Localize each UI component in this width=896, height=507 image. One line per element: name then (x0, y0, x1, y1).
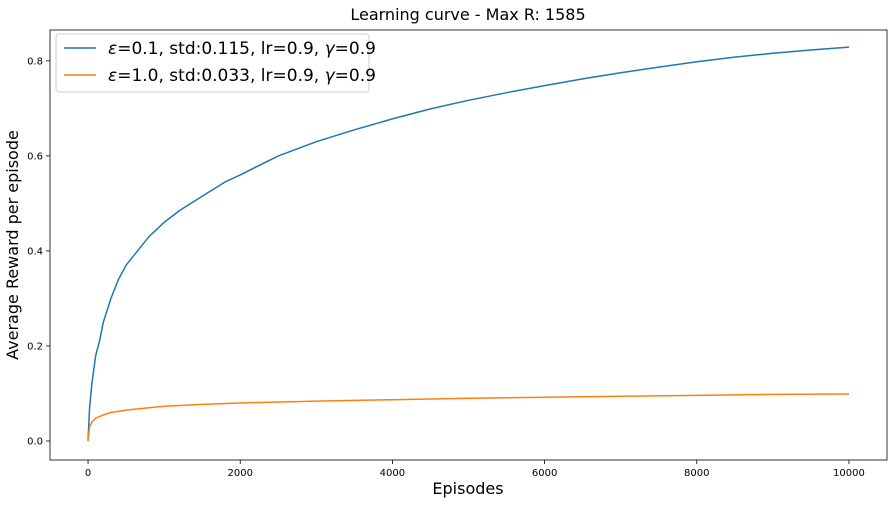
legend-label-part: ε (108, 39, 117, 59)
y-axis-label: Average Reward per episode (3, 130, 22, 360)
x-axis-label: Episodes (432, 479, 503, 498)
legend-label-part: =0.1, std:0.115, lr=0.9, (117, 39, 324, 59)
legend-box (55, 33, 370, 93)
legend-label-part: γ (325, 39, 336, 59)
y-tick-label: 0.8 (27, 56, 43, 67)
series-line-1 (87, 46, 850, 442)
y-tick-label: 0.6 (27, 151, 43, 162)
series-line-2 (87, 393, 850, 442)
series-group (87, 46, 850, 442)
y-axis: 0.0 0.2 0.4 0.6 0.8 (27, 56, 50, 447)
x-tick-label: 4000 (380, 468, 405, 479)
y-tick-label: 0.4 (27, 246, 43, 257)
legend-label-part: ε (108, 66, 117, 86)
legend-label-part: γ (325, 66, 336, 86)
x-tick-label: 6000 (532, 468, 557, 479)
x-tick-label: 10000 (833, 468, 865, 479)
chart-title: Learning curve - Max R: 1585 (350, 5, 585, 24)
legend-label: ε=1.0, std:0.033, lr=0.9, γ=0.9 (108, 66, 376, 86)
legend: ε=0.1, std:0.115, lr=0.9, γ=0.9ε=1.0, st… (55, 33, 376, 93)
legend-label-part: =0.9 (335, 66, 376, 86)
x-tick-label: 2000 (228, 468, 253, 479)
legend-label-part: =0.9 (335, 39, 376, 59)
y-tick-label: 0.0 (27, 436, 43, 447)
plot-area (49, 29, 888, 461)
x-tick-label: 8000 (684, 468, 709, 479)
legend-label-part: =1.0, std:0.033, lr=0.9, (117, 66, 324, 86)
x-axis: 0 2000 4000 6000 8000 10000 (85, 460, 865, 479)
y-tick-label: 0.2 (27, 341, 43, 352)
x-tick-label: 0 (85, 468, 91, 479)
legend-label: ε=0.1, std:0.115, lr=0.9, γ=0.9 (108, 39, 376, 59)
